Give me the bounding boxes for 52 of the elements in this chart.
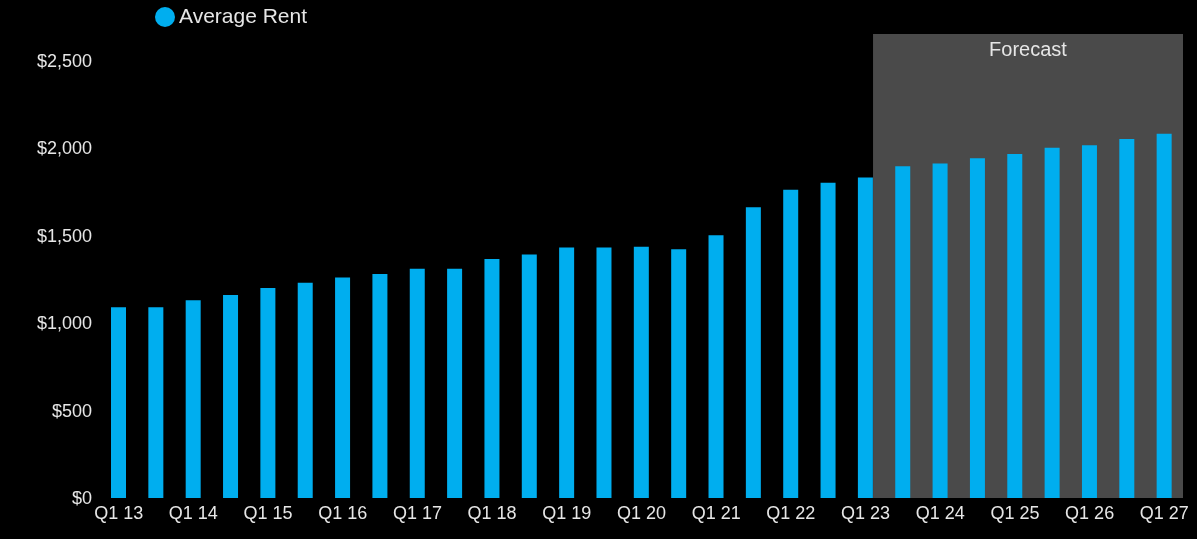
bar	[596, 247, 612, 498]
x-tick-label: Q1 16	[318, 502, 368, 523]
bar	[260, 287, 276, 498]
x-tick-label: Q1 21	[691, 502, 741, 523]
x-tick-label: Q1 25	[990, 502, 1040, 523]
bar	[895, 166, 911, 498]
bar	[1007, 153, 1023, 498]
x-tick-label: Q1 19	[542, 502, 592, 523]
x-tick-label: Q1 22	[766, 502, 816, 523]
bar	[671, 249, 687, 498]
bar	[335, 277, 351, 498]
x-tick-label: Q1 23	[841, 502, 891, 523]
x-tick-label: Q1 20	[616, 502, 667, 523]
band-label: Forecast	[989, 38, 1068, 61]
bar	[783, 189, 799, 498]
bar	[111, 307, 126, 498]
y-tick-label: $500	[51, 400, 92, 421]
bar	[297, 282, 313, 498]
bar	[484, 259, 500, 498]
bar	[745, 207, 761, 498]
y-tick-label: $1,000	[36, 313, 92, 334]
bar	[409, 268, 425, 498]
bar	[1081, 145, 1097, 498]
bar	[857, 177, 873, 498]
bar	[1044, 147, 1060, 498]
bar	[820, 182, 836, 498]
bar	[372, 273, 388, 498]
bar	[1119, 139, 1135, 498]
x-tick-label: Q1 15	[243, 502, 293, 523]
bar	[521, 254, 537, 498]
y-tick-label: $1,500	[36, 225, 92, 246]
x-tick-label: Q1 13	[94, 502, 144, 523]
x-tick-label: Q1 17	[392, 502, 442, 523]
bar	[148, 307, 164, 498]
legend-label: Average Rent	[179, 4, 308, 27]
bar	[633, 246, 649, 498]
bar	[185, 300, 201, 498]
y-tick-label: $2,000	[36, 138, 92, 159]
bar	[1156, 133, 1172, 498]
x-tick-label: Q1 14	[168, 502, 218, 523]
y-tick-label: $2,500	[36, 50, 92, 71]
x-tick-label: Q1 18	[467, 502, 517, 523]
bar	[969, 158, 985, 498]
bar	[559, 247, 575, 498]
bar	[223, 294, 239, 498]
x-tick-label: Q1 26	[1065, 502, 1115, 523]
bar	[932, 163, 948, 498]
bar	[447, 268, 463, 498]
x-tick-label: Q1 27	[1139, 502, 1189, 523]
y-tick-label: $0	[71, 488, 92, 509]
bar	[708, 235, 724, 498]
x-tick-label: Q1 24	[915, 502, 965, 523]
